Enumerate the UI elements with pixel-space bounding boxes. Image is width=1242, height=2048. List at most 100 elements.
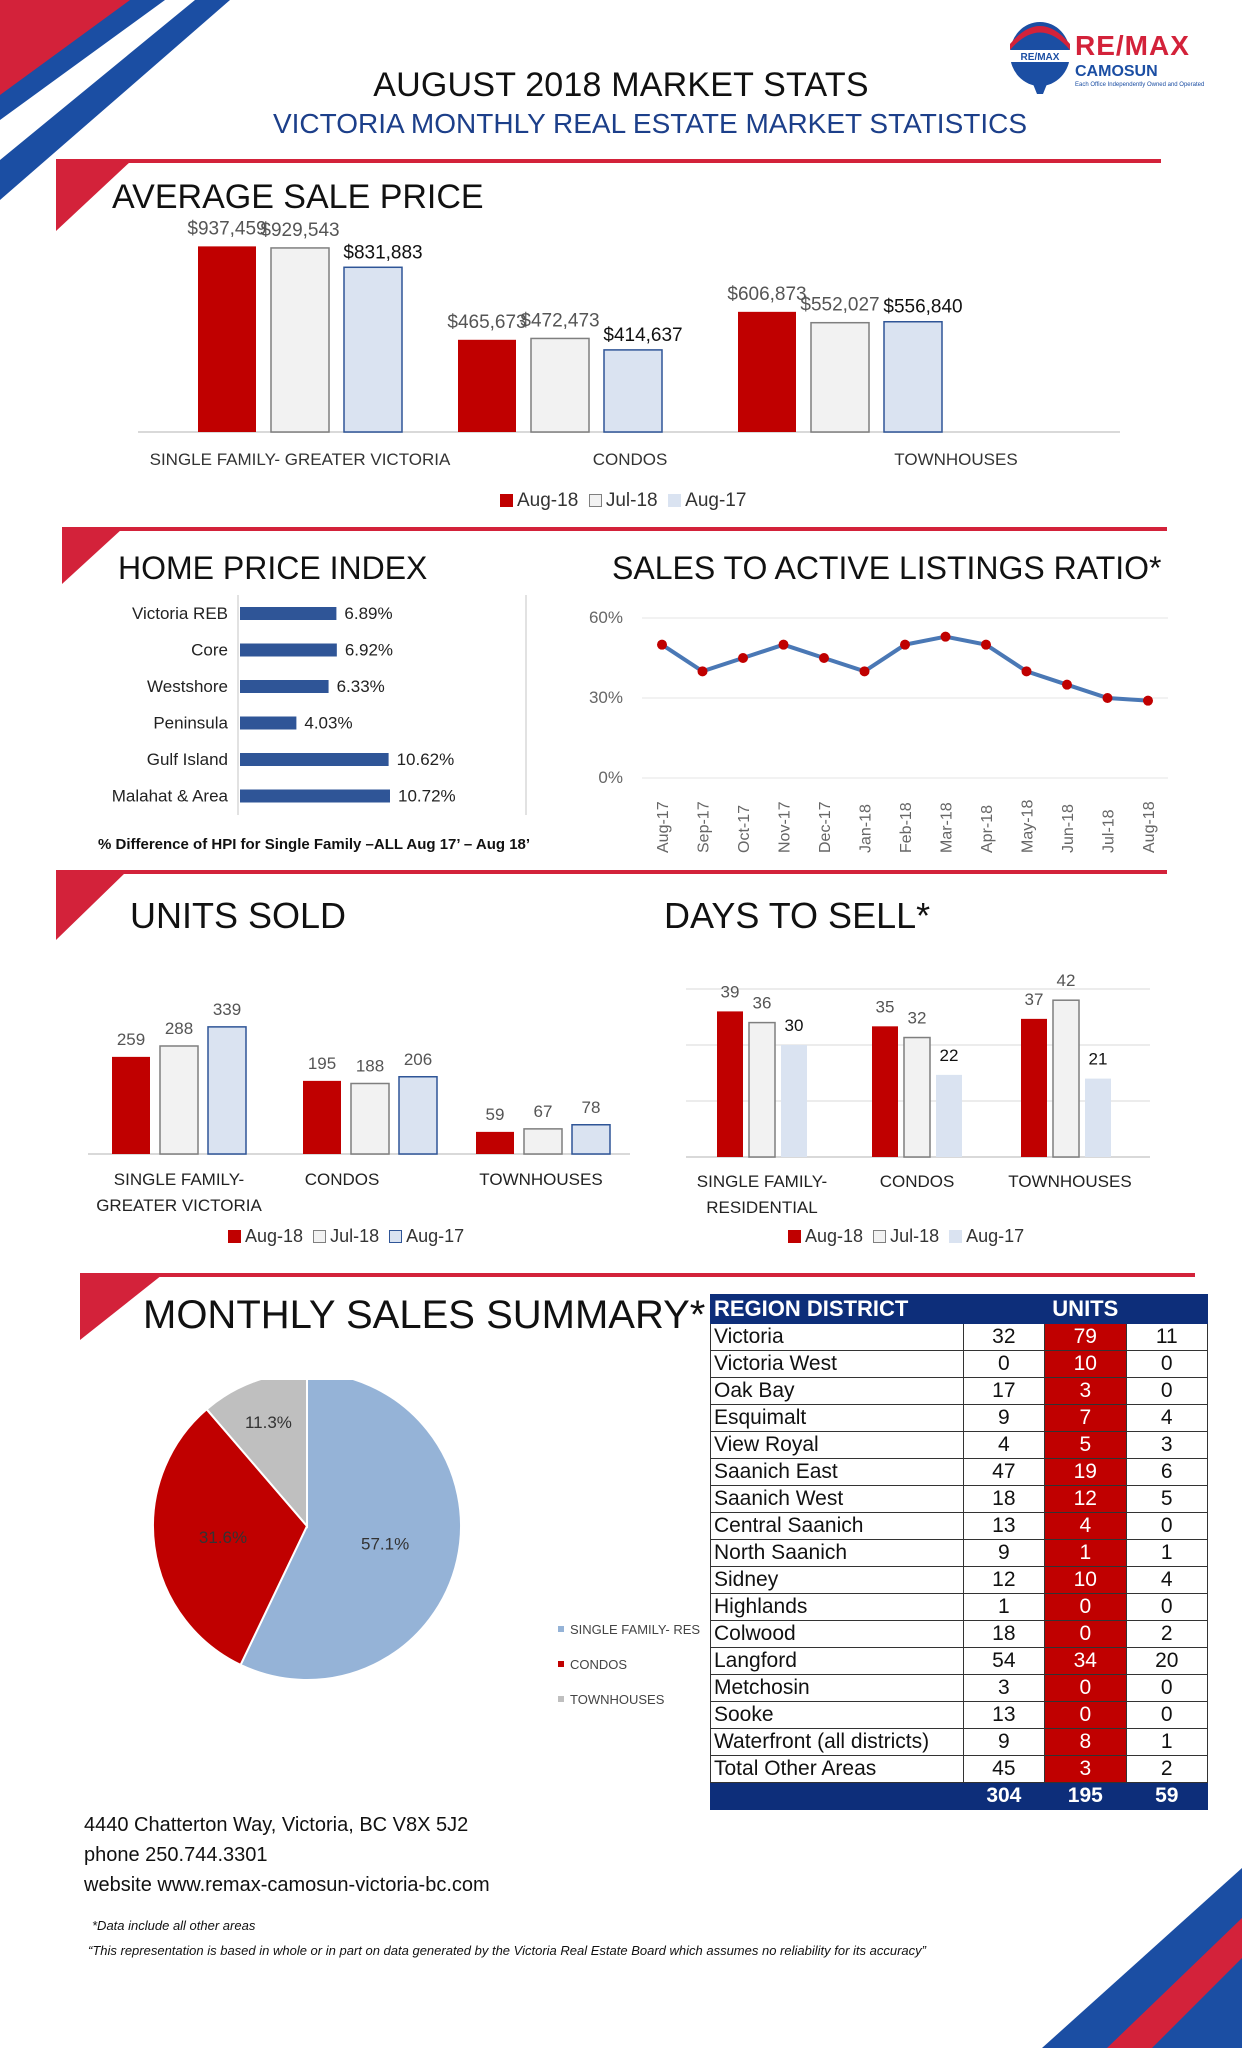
legend-swatch-jul18 — [873, 1230, 887, 1243]
bar-aug-17-0 — [207, 1026, 247, 1155]
footer-website[interactable]: website www.remax-camosun-victoria-bc.co… — [84, 1874, 490, 1896]
units-cell: 0 — [1125, 1377, 1209, 1405]
legend-label-aug18: Aug-18 — [245, 1226, 304, 1246]
table-row: Esquimalt 9 7 4 — [710, 1404, 1209, 1432]
bar-aug-17-2 — [1085, 1078, 1111, 1157]
category-label: CONDOS — [593, 450, 668, 469]
bar-jul-18-1 — [903, 1036, 931, 1158]
remax-logo: RE/MAX RE/MAX CAMOSUN Each Office Indepe… — [1005, 20, 1220, 100]
units-cell: 0 — [1044, 1620, 1127, 1648]
legend-label-aug18: Aug-18 — [517, 490, 579, 511]
data-label: $465,673 — [447, 312, 526, 333]
data-label: 36 — [753, 994, 772, 1013]
footer-note-data: *Data include all other areas — [92, 1918, 256, 1933]
x-tick-label: Aug-18 — [1141, 801, 1158, 853]
data-label: 339 — [213, 1000, 241, 1019]
table-row: Oak Bay 17 3 0 — [710, 1377, 1209, 1405]
logo-brand: RE/MAX — [1075, 30, 1190, 61]
x-tick-label: Nov-17 — [777, 801, 794, 853]
hpi-bar-1 — [240, 643, 337, 657]
hpi-bar-2 — [240, 680, 329, 693]
pie-label: 31.6% — [199, 1528, 247, 1547]
legend-label: SINGLE FAMILY- RES — [570, 1622, 700, 1637]
category-label: Gulf Island — [147, 750, 228, 769]
units-cell: 18 — [962, 1620, 1046, 1648]
data-label: 37 — [1025, 990, 1044, 1009]
data-label: $552,027 — [800, 295, 879, 316]
section-divider — [56, 870, 1167, 874]
table-row: View Royal 4 5 3 — [710, 1431, 1209, 1459]
category-label: TOWNHOUSES — [479, 1170, 602, 1189]
hpi-note: % Difference of HPI for Single Family –A… — [98, 836, 531, 853]
hpi-bar-5 — [240, 789, 390, 803]
legend-swatch-aug18 — [228, 1230, 241, 1243]
bar-jul-18-2 — [810, 321, 870, 433]
table-row: Highlands 1 0 0 — [710, 1593, 1209, 1621]
bar-aug-18-1 — [872, 1026, 898, 1157]
data-label: 188 — [356, 1057, 384, 1076]
units-cell: 2 — [1125, 1755, 1209, 1783]
units-cell: 4 — [962, 1431, 1046, 1459]
units-cell: 32 — [962, 1323, 1046, 1351]
section-title-days: DAYS TO SELL* — [664, 895, 931, 936]
legend-swatch-aug17 — [949, 1230, 963, 1243]
region-name: Waterfront (all districts) — [710, 1728, 964, 1756]
bar-aug-18-1 — [458, 339, 516, 432]
category-label: CONDOS — [305, 1170, 380, 1189]
table-header-row: REGION DISTRICT UNITS — [710, 1294, 1209, 1324]
total-cell: 304 — [962, 1782, 1046, 1810]
units-cell: 10 — [1044, 1566, 1127, 1594]
units-cell: 1 — [1125, 1728, 1209, 1756]
units-cell: 0 — [1125, 1512, 1209, 1540]
table-row: Sidney 12 10 4 — [710, 1566, 1209, 1594]
bar-jul-18-1 — [350, 1082, 390, 1155]
category-label: TOWNHOUSES — [894, 450, 1017, 469]
region-name: Metchosin — [710, 1674, 964, 1702]
units-cell: 6 — [1125, 1458, 1209, 1486]
units-cell: 4 — [1125, 1566, 1209, 1594]
ratio-point-6 — [900, 639, 910, 650]
legend-label: TOWNHOUSES — [570, 1692, 665, 1707]
category-label: SINGLE FAMILY- — [697, 1172, 827, 1191]
data-label: $937,459 — [187, 218, 266, 239]
units-cell: 10 — [1044, 1350, 1127, 1378]
data-label: 6.92% — [345, 641, 393, 660]
table-row: Colwood 18 0 2 — [710, 1620, 1209, 1648]
units-cell: 0 — [1044, 1674, 1127, 1702]
section-corner — [56, 872, 126, 940]
hpi-bar-4 — [240, 753, 389, 766]
bar-jul-18-1 — [530, 337, 590, 433]
pie-slice-1 — [152, 1407, 309, 1667]
table-row: Sooke 13 0 0 — [710, 1701, 1209, 1729]
ratio-point-5 — [859, 666, 870, 677]
bar-jul-18-2 — [1052, 999, 1080, 1158]
balloon-icon: RE/MAX — [1010, 22, 1070, 94]
bar-aug-17-2 — [883, 320, 943, 433]
units-cell: 7 — [1044, 1404, 1127, 1432]
data-label: 39 — [721, 982, 740, 1001]
data-label: 67 — [534, 1102, 553, 1121]
table-row: Waterfront (all districts) 9 8 1 — [710, 1728, 1209, 1756]
region-name: Saanich East — [710, 1458, 964, 1486]
chart-sales-to-active-listings: 0% 30% 60% Aug-17 Sep-17 Oct-17 Nov-17 Dec-17 Ja… — [589, 608, 1168, 853]
section-corner — [62, 529, 122, 584]
units-cell: 13 — [962, 1512, 1046, 1540]
section-divider — [56, 159, 1161, 163]
units-cell: 9 — [962, 1728, 1046, 1756]
table-row: North Saanich 9 1 1 — [710, 1539, 1209, 1567]
section-divider — [62, 527, 1167, 531]
data-label: 6.33% — [337, 677, 385, 696]
units-cell: 0 — [1044, 1593, 1127, 1621]
region-name: Saanich West — [710, 1485, 964, 1513]
pie-label: 11.3% — [245, 1413, 292, 1432]
pie-slice-0 — [239, 1380, 462, 1681]
data-label: $472,473 — [520, 310, 599, 331]
region-name: Total Other Areas — [710, 1755, 964, 1783]
pie-slice-2 — [205, 1380, 308, 1529]
ratio-point-10 — [1062, 679, 1072, 690]
footer-address: 4440 Chatterton Way, Victoria, BC V8X 5J… — [84, 1814, 469, 1836]
legend-average-sale-price: Aug-18 Jul-18 Aug-17 — [500, 490, 746, 512]
legend-label-aug17: Aug-17 — [406, 1226, 465, 1246]
category-label: GREATER VICTORIA — [96, 1196, 262, 1215]
section-title-ratio: SALES TO ACTIVE LISTINGS RATIO* — [612, 550, 1162, 586]
